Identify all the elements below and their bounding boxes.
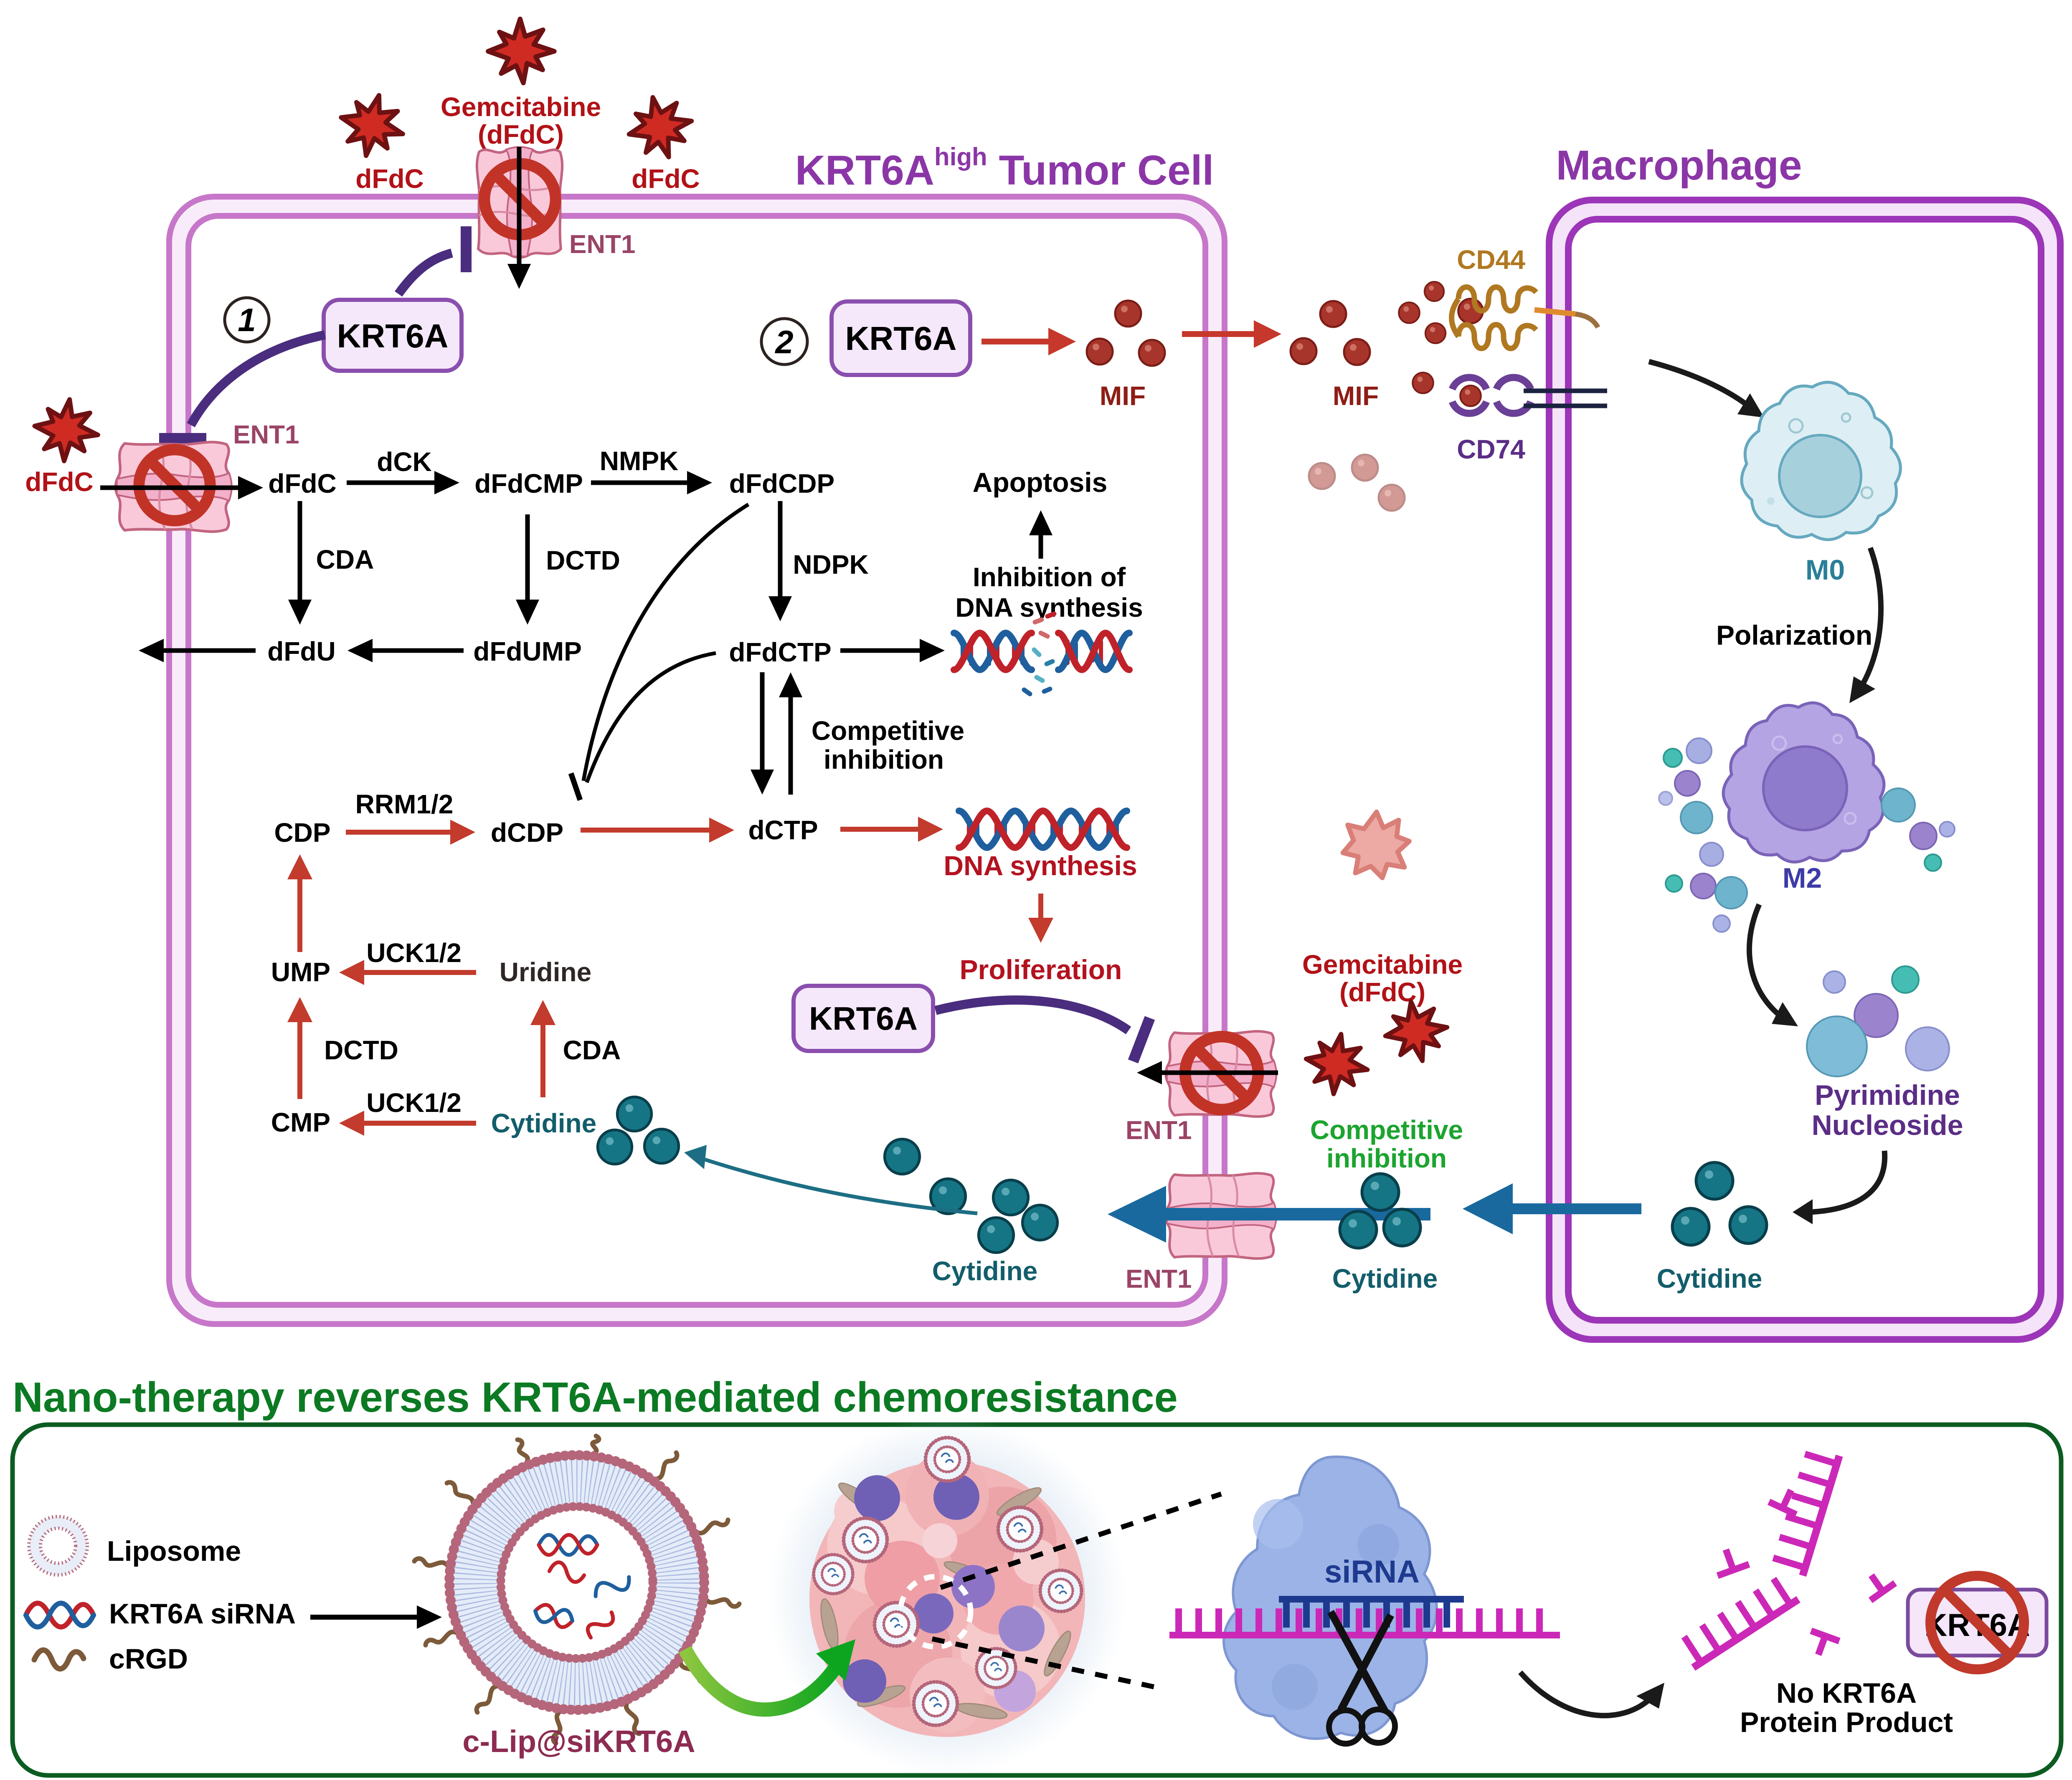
svg-text:dFdC: dFdC bbox=[25, 467, 94, 497]
svg-text:No KRT6A: No KRT6A bbox=[1776, 1677, 1917, 1709]
svg-text:UMP: UMP bbox=[271, 957, 330, 987]
svg-text:ENT1: ENT1 bbox=[1126, 1116, 1192, 1145]
svg-text:CD74: CD74 bbox=[1457, 434, 1525, 464]
svg-text:CD44: CD44 bbox=[1457, 245, 1525, 275]
svg-text:dFdCMP: dFdCMP bbox=[474, 468, 583, 499]
svg-text:Nano-therapy reverses KRT6A-me: Nano-therapy reverses KRT6A-mediated che… bbox=[13, 1374, 1178, 1421]
svg-text:inhibition: inhibition bbox=[824, 744, 944, 775]
svg-text:UCK1/2: UCK1/2 bbox=[366, 1088, 462, 1118]
svg-text:Gemcitabine: Gemcitabine bbox=[1302, 950, 1463, 980]
svg-text:MIF: MIF bbox=[1333, 381, 1379, 411]
svg-text:dCK: dCK bbox=[377, 447, 432, 477]
svg-text:ENT1: ENT1 bbox=[569, 230, 635, 259]
svg-text:KRT6A: KRT6A bbox=[809, 1000, 918, 1037]
svg-text:Apoptosis: Apoptosis bbox=[973, 467, 1108, 498]
svg-text:ENT1: ENT1 bbox=[1126, 1265, 1192, 1294]
svg-text:siRNA: siRNA bbox=[1324, 1554, 1420, 1590]
svg-text:Competitive: Competitive bbox=[812, 716, 964, 746]
svg-text:CDP: CDP bbox=[274, 818, 330, 848]
svg-text:Cytidine: Cytidine bbox=[491, 1108, 596, 1138]
svg-text:1: 1 bbox=[238, 301, 256, 338]
svg-text:dFdCTP: dFdCTP bbox=[729, 637, 831, 667]
svg-text:(dFdC): (dFdC) bbox=[478, 119, 564, 149]
svg-text:dFdU: dFdU bbox=[267, 636, 336, 666]
svg-text:cRGD: cRGD bbox=[109, 1643, 188, 1675]
svg-text:CDA: CDA bbox=[563, 1035, 621, 1065]
svg-text:dFdCDP: dFdCDP bbox=[729, 468, 834, 499]
svg-text:ENT1: ENT1 bbox=[233, 420, 299, 449]
svg-text:NMPK: NMPK bbox=[600, 446, 678, 476]
svg-text:Protein Product: Protein Product bbox=[1740, 1707, 1953, 1738]
svg-text:dFdC: dFdC bbox=[355, 164, 424, 194]
svg-text:CMP: CMP bbox=[271, 1107, 330, 1137]
svg-text:dFdC: dFdC bbox=[631, 164, 700, 194]
svg-text:MIF: MIF bbox=[1100, 381, 1146, 411]
svg-text:Macrophage: Macrophage bbox=[1556, 142, 1802, 189]
svg-text:Cytidine: Cytidine bbox=[1332, 1263, 1438, 1294]
svg-text:Pyrimidine: Pyrimidine bbox=[1815, 1079, 1960, 1111]
svg-text:dFdC: dFdC bbox=[268, 468, 337, 499]
svg-text:DNA synthesis: DNA synthesis bbox=[943, 850, 1137, 881]
svg-text:Cytidine: Cytidine bbox=[1657, 1263, 1762, 1294]
svg-text:RRM1/2: RRM1/2 bbox=[355, 789, 454, 819]
svg-text:Liposome: Liposome bbox=[107, 1535, 241, 1567]
svg-text:KRT6Ahigh Tumor Cell: KRT6Ahigh Tumor Cell bbox=[795, 143, 1214, 194]
svg-text:KRT6A: KRT6A bbox=[845, 320, 957, 357]
svg-text:DCTD: DCTD bbox=[546, 545, 620, 575]
svg-text:Gemcitabine: Gemcitabine bbox=[441, 92, 601, 122]
svg-text:dCTP: dCTP bbox=[748, 815, 818, 845]
svg-text:dCDP: dCDP bbox=[491, 818, 563, 848]
svg-text:c-Lip@siKRT6A: c-Lip@siKRT6A bbox=[462, 1724, 695, 1759]
svg-text:Polarization: Polarization bbox=[1716, 620, 1872, 651]
svg-text:KRT6A: KRT6A bbox=[337, 317, 449, 354]
svg-text:Competitive: Competitive bbox=[1310, 1115, 1463, 1145]
svg-text:KRT6A siRNA: KRT6A siRNA bbox=[109, 1598, 296, 1630]
svg-text:Inhibition of: Inhibition of bbox=[973, 562, 1126, 592]
svg-text:dFdUMP: dFdUMP bbox=[473, 636, 582, 666]
svg-text:NDPK: NDPK bbox=[793, 549, 868, 580]
svg-text:M2: M2 bbox=[1783, 862, 1822, 894]
svg-text:DCTD: DCTD bbox=[324, 1035, 398, 1065]
svg-text:UCK1/2: UCK1/2 bbox=[366, 938, 462, 968]
svg-text:Nucleoside: Nucleoside bbox=[1812, 1109, 1963, 1141]
svg-text:inhibition: inhibition bbox=[1326, 1143, 1447, 1173]
svg-text:Proliferation: Proliferation bbox=[960, 954, 1122, 985]
svg-text:2: 2 bbox=[774, 324, 793, 360]
svg-text:CDA: CDA bbox=[316, 544, 374, 575]
svg-text:M0: M0 bbox=[1806, 554, 1845, 586]
svg-text:Uridine: Uridine bbox=[500, 957, 591, 987]
svg-text:Cytidine: Cytidine bbox=[932, 1256, 1037, 1286]
